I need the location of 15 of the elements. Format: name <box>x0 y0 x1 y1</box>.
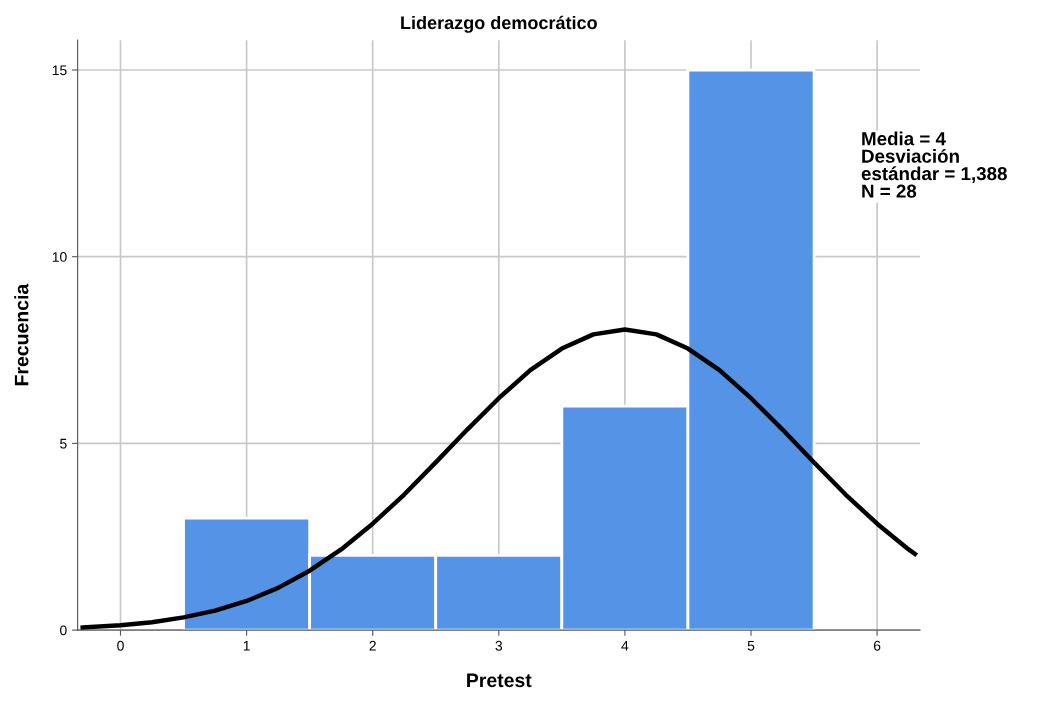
x-tick-label: 6 <box>873 640 881 651</box>
x-tick-label: 3 <box>495 640 503 651</box>
y-tick-label: 0 <box>60 625 67 636</box>
x-tick-label: 5 <box>747 641 755 651</box>
y-tick-label: 10 <box>52 252 67 262</box>
x-tick-label: 2 <box>369 640 376 651</box>
x-tick-label: 1 <box>243 641 250 651</box>
x-tick-label: 0 <box>117 640 124 651</box>
y-axis-title: Frecuencia <box>14 283 29 386</box>
annotation: Media = 4 Desviación estándar = 1,388 N = 28 <box>861 131 1007 198</box>
x-axis-title: Pretest <box>467 673 532 688</box>
x-tick-label: 4 <box>621 641 629 651</box>
y-tick-label: 5 <box>60 438 67 449</box>
chart-title: Liderazgo democrático <box>401 15 597 33</box>
y-tick-label: 15 <box>52 65 67 76</box>
